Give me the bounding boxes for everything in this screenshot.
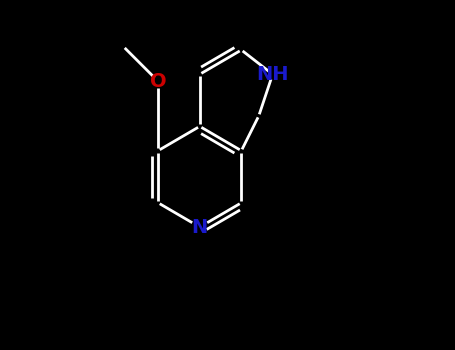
Text: NH: NH	[256, 65, 289, 84]
Text: N: N	[192, 218, 208, 237]
Text: O: O	[150, 72, 167, 91]
